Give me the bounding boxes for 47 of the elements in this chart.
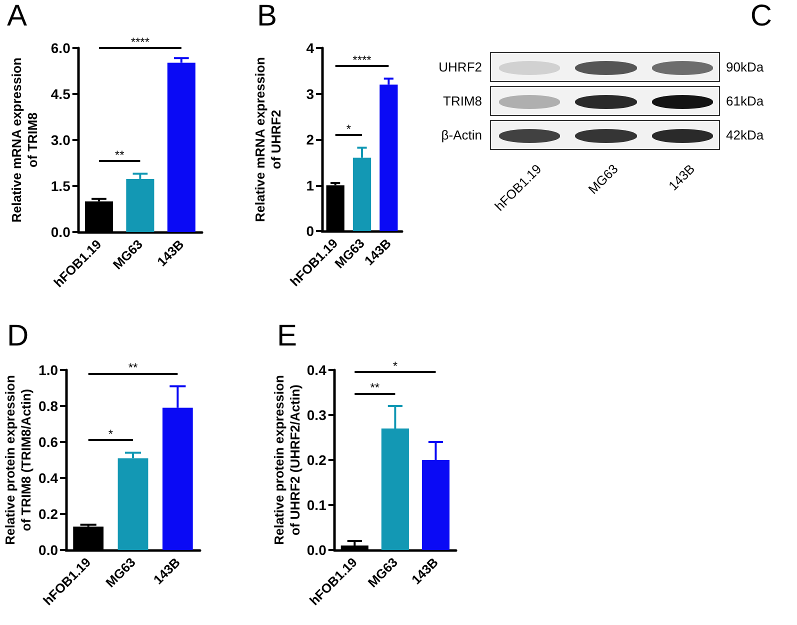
annotation: **: [128, 360, 138, 375]
y-axis-title: Relative protein expression of TRIM8 (TRIM8/Actin): [2, 375, 34, 545]
y-tick-label: 1: [306, 177, 314, 194]
y-tick-label: 2: [306, 132, 314, 148]
annotation: *: [392, 358, 398, 373]
y-tick-label: 4: [306, 40, 314, 56]
annotation: **: [370, 380, 380, 394]
chart-title: D: [7, 320, 29, 352]
y-tick-label: 1.0: [38, 362, 58, 378]
chart-title: B: [257, 0, 278, 32]
y-tick-label: 0.2: [306, 452, 327, 468]
bar: [126, 178, 154, 232]
y-tick-label: 6.0: [50, 40, 71, 56]
y-tick-label: 0.8: [38, 398, 58, 414]
annotation: *: [346, 122, 352, 136]
y-axis-title: Relative mRNA expression of TRIM8: [8, 57, 40, 222]
annotation: ****: [352, 52, 372, 67]
bar: [167, 62, 196, 232]
chart-title: A: [7, 0, 28, 32]
annotation: **: [114, 148, 125, 162]
y-tick-label: 0.0: [50, 224, 71, 240]
annotation: *: [108, 427, 114, 442]
category-label: UHRF2: [438, 60, 482, 74]
category-label: 61kDa: [726, 94, 764, 108]
y-tick-label: 3: [306, 86, 314, 102]
y-tick-label: 0.1: [306, 497, 327, 513]
category-label: 42kDa: [726, 128, 764, 142]
bar: [118, 458, 148, 550]
y-tick-label: 0.2: [38, 506, 58, 522]
y-tick-label: 0.4: [306, 362, 327, 378]
category-label: 90kDa: [726, 60, 764, 74]
y-tick-label: 0.0: [38, 542, 58, 558]
y-tick-label: 0: [306, 223, 314, 239]
annotation: ****: [130, 35, 150, 49]
chart-title: E: [277, 320, 298, 352]
y-axis-title: Relative protein expression of UHRF2 (UHRF2/Actin): [272, 375, 302, 545]
y-tick-label: 1.5: [50, 178, 71, 194]
y-tick-label: 0.6: [38, 434, 58, 450]
category-label: β-Actin: [441, 128, 482, 142]
y-tick-label: 4.5: [50, 86, 71, 102]
y-tick-label: 0.4: [38, 470, 58, 486]
y-tick-label: 3.0: [50, 132, 71, 148]
y-axis-title: Relative mRNA expression of UHRF2: [252, 56, 284, 222]
y-tick-label: 0.0: [306, 542, 327, 558]
y-tick-label: 0.3: [306, 407, 327, 423]
text: C: [750, 0, 772, 32]
category-label: TRIM8: [443, 94, 482, 108]
